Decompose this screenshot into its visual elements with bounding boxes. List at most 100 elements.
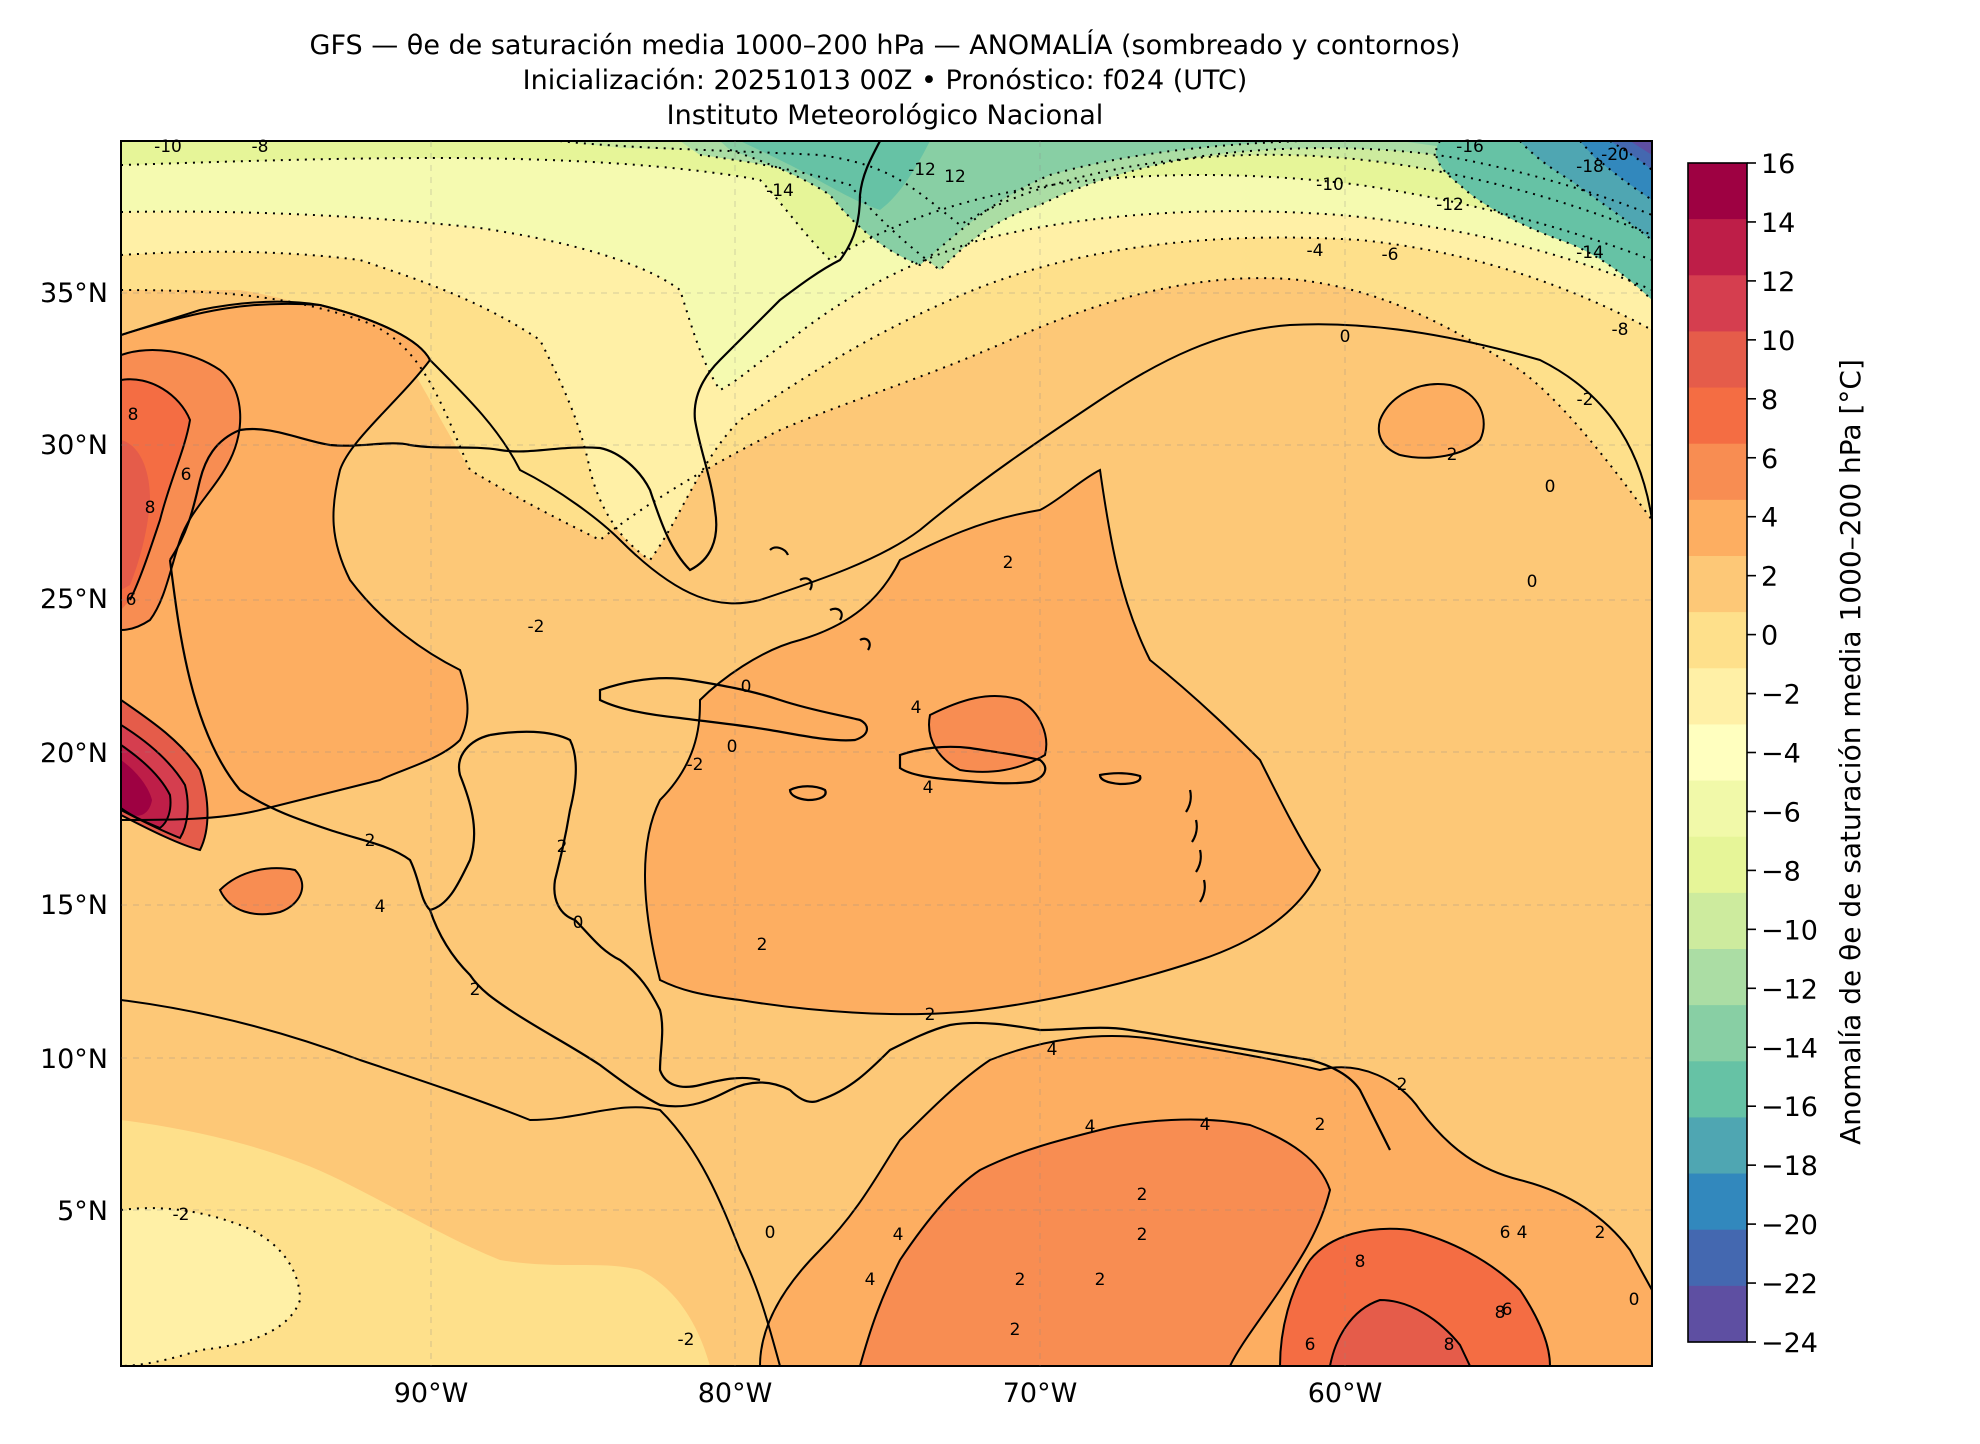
coastline-mexico-east: [168, 559, 491, 912]
colorbar-segment: [1688, 1061, 1747, 1119]
contour-label: 6: [1500, 1223, 1511, 1243]
colorbar-tick-label: 12: [1761, 267, 1795, 298]
contour-label: -10: [1316, 175, 1344, 195]
contour-label: 4: [1517, 1223, 1528, 1243]
lon-tick-group: 90°W 80°W 70°W 60°W: [394, 1378, 1383, 1409]
contour-label: -20: [1601, 145, 1629, 165]
colorbar-segment: [1688, 836, 1747, 894]
contour-12-mexico-south: [121, 744, 172, 830]
anomaly-band-neg4-neg2-north: [121, 141, 1652, 560]
contour-label: -2: [1577, 390, 1594, 410]
contour-4-hispaniola: [928, 694, 1048, 773]
contour-label: 0: [1629, 1290, 1640, 1310]
map-frame: [120, 140, 1653, 1367]
chart-title: GFS — θe de saturación media 1000–200 hP…: [309, 30, 1461, 61]
colorbar-tick-label: 8: [1761, 385, 1778, 416]
anomaly-band-neg14-neg12: [720, 141, 1652, 265]
contour-label: 0: [727, 737, 738, 757]
lat-tick-label: 15°N: [40, 890, 108, 921]
colorbar: [1688, 163, 1747, 1343]
coastlines: [168, 141, 1391, 1151]
colorbar-tick-label: −22: [1761, 1269, 1818, 1300]
colorbar-segment: [1688, 668, 1747, 726]
contour-label: 4: [1200, 1115, 1211, 1135]
coastline-central-america-caribbean: [574, 919, 761, 1088]
anomaly-band-neg24-neg22: [1630, 141, 1652, 155]
contour-label: 8: [1355, 1252, 1366, 1272]
anomaly-band-8-10-mexico-north: [121, 440, 150, 590]
lon-tick-label: 70°W: [1003, 1378, 1078, 1409]
coastline-central-america: [428, 909, 821, 1108]
coastline-yucatan: [489, 730, 577, 922]
colorbar-tick-label: −12: [1761, 974, 1818, 1005]
contour-label: -14: [1576, 243, 1604, 263]
lat-tick-label: 35°N: [40, 278, 108, 309]
colorbar-tick-label: −8: [1761, 856, 1801, 887]
lat-tick-label: 10°N: [40, 1044, 108, 1075]
contour-8-mexico-south: [121, 699, 209, 852]
contour-label: 4: [1085, 1117, 1096, 1137]
lat-tick-group: 35°N 30°N 25°N 20°N 15°N 10°N 5°N: [40, 278, 108, 1227]
colorbar-tick-label: −20: [1761, 1210, 1818, 1241]
contour-label: 2: [1003, 553, 1014, 573]
colorbar-segment: [1688, 387, 1747, 445]
coastline-puerto-rico: [1098, 772, 1142, 786]
lon-tick-label: 80°W: [698, 1378, 773, 1409]
colorbar-tick-label: −18: [1761, 1151, 1818, 1182]
coastline-jamaica: [788, 785, 827, 802]
contour-label: 2: [557, 837, 568, 857]
coastline-south-america-north: [819, 1021, 1391, 1151]
contour-label: -2: [528, 617, 545, 637]
contour-8-venezuela: [1329, 1298, 1471, 1366]
contour-label: -2: [687, 755, 704, 775]
contour-label: 0: [1545, 477, 1556, 497]
coastline-us-gulf: [169, 141, 881, 572]
contour-label: -18: [1576, 157, 1604, 177]
contour-label: 4: [865, 1270, 876, 1290]
contour-0-south: [121, 999, 781, 1366]
colorbar-tick-label: −16: [1761, 1092, 1818, 1123]
contour-label: -2: [173, 1205, 190, 1225]
coastline-bahamas: [769, 546, 871, 651]
colorbar-tick-label: 14: [1761, 208, 1795, 239]
anomaly-band-8-10-venezuela: [1330, 1300, 1470, 1366]
colorbar-segment: [1688, 949, 1747, 1006]
colorbar-tick-group: 16 14 12 10 8 6 4 2 0 −2 −4 −6 −8 −10 −12 −14 −16 −18 −20 −…: [1747, 149, 1818, 1359]
colorbar-segment: [1688, 1117, 1747, 1175]
coastline-cuba: [598, 676, 868, 742]
colorbar-segment: [1688, 612, 1747, 669]
contour-label: 12: [944, 167, 966, 187]
contour-4-mexico: [121, 349, 242, 631]
contour-label: 0: [1340, 327, 1351, 347]
contour-label: 6: [1502, 1300, 1513, 1320]
colorbar-segment: [1688, 1285, 1747, 1343]
contour-label: -14: [766, 181, 794, 201]
colorbar-segment: [1688, 1005, 1747, 1062]
contour-2-gulf: [121, 300, 469, 821]
contour-label: 8: [1495, 1303, 1506, 1323]
colorbar-tick-label: 10: [1761, 326, 1795, 357]
contour-2-south-america: [759, 1035, 1652, 1366]
contour-label: -16: [1456, 137, 1484, 157]
graticule: [121, 141, 1652, 1366]
coastline-lesser-antilles: [1185, 789, 1206, 903]
contour-label: 2: [1015, 1270, 1026, 1290]
contour-label: 4: [893, 1225, 904, 1245]
colorbar-tick-label: −6: [1761, 797, 1801, 828]
colorbar-segment: [1688, 163, 1747, 220]
colorbar-segment: [1688, 892, 1747, 950]
contour-label-group: -10 -8 -14 -12 12 -16 -18 -20 -10 -4 -6 …: [126, 137, 1640, 1355]
contour-label: 0: [765, 1223, 776, 1243]
colorbar-tick-label: 6: [1761, 444, 1778, 475]
contour-label: 4: [1047, 1040, 1058, 1060]
chart-subtitle-run: Inicialización: 20251013 00Z • Pronóstic…: [522, 65, 1248, 96]
colorbar-segment: [1688, 724, 1747, 782]
contour-label: 8: [145, 498, 156, 518]
contour-neg12-dotted: [699, 147, 1652, 272]
lon-tick-label: 90°W: [394, 1378, 469, 1409]
anomaly-band-neg16-neg14: [740, 141, 930, 210]
contour-label: -6: [1382, 245, 1399, 265]
contour-label: -10: [154, 137, 182, 157]
